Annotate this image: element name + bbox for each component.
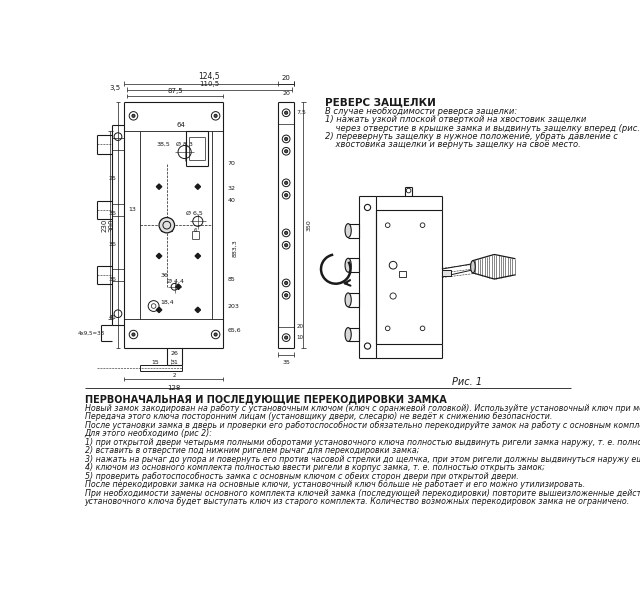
Text: установочного ключа будет выступать ключ из старого комплекта. Количество возмож: установочного ключа будет выступать ключ…: [84, 497, 630, 506]
Ellipse shape: [470, 261, 476, 273]
Text: 110,5: 110,5: [199, 81, 219, 87]
Circle shape: [285, 231, 288, 235]
Text: 4) ключом из основного комплекта полностью ввести ригели в корпус замка, т. е. п: 4) ключом из основного комплекта полност…: [84, 463, 545, 472]
Text: После установки замка в дверь и проверки его работоспособности обязательно перек: После установки замка в дверь и проверки…: [84, 421, 640, 430]
Circle shape: [285, 294, 288, 297]
Text: В случае необходимости реверса защелки:: В случае необходимости реверса защелки:: [325, 107, 517, 116]
Polygon shape: [195, 307, 200, 313]
Bar: [399, 271, 406, 277]
Text: 230: 230: [101, 219, 107, 232]
Bar: [442, 270, 451, 276]
Ellipse shape: [345, 328, 351, 341]
Text: 350: 350: [307, 219, 311, 231]
Text: 6: 6: [194, 228, 197, 233]
Text: Для этого необходимо (рис 2):: Для этого необходимо (рис 2):: [84, 429, 212, 438]
Text: Ø 8,3: Ø 8,3: [176, 142, 193, 147]
Circle shape: [132, 333, 135, 336]
Circle shape: [285, 244, 288, 247]
Text: 5) проверить работоспособность замка с основным ключом с обеих сторон двери при : 5) проверить работоспособность замка с о…: [84, 471, 518, 481]
Text: 15: 15: [151, 360, 159, 365]
Polygon shape: [156, 253, 162, 259]
Text: хвостовика защелки и вернуть защелку на своё место.: хвостовика защелки и вернуть защелку на …: [325, 140, 580, 148]
Text: через отверстие в крышке замка и выдвинуть защелку вперед (рис. 1): через отверстие в крышке замка и выдвину…: [325, 124, 640, 133]
Text: 32: 32: [227, 185, 236, 191]
Text: 1) нажать узкой плоской отверткой на хвостовик защелки: 1) нажать узкой плоской отверткой на хво…: [325, 116, 586, 124]
Polygon shape: [195, 184, 200, 189]
Text: Новый замок закодирован на работу с установочным ключом (ключ с оранжевой головк: Новый замок закодирован на работу с уста…: [84, 404, 640, 413]
Text: 36: 36: [161, 273, 168, 278]
Ellipse shape: [345, 293, 351, 307]
Polygon shape: [156, 307, 162, 313]
Text: 85: 85: [227, 276, 235, 282]
Text: 3) нажать на рычаг до упора и повернуть его против часовой стрелки до щелчка, пр: 3) нажать на рычаг до упора и повернуть …: [84, 454, 640, 464]
Text: Рис. 1: Рис. 1: [452, 377, 482, 387]
Ellipse shape: [345, 258, 351, 272]
Circle shape: [214, 333, 217, 336]
Text: 70: 70: [227, 161, 235, 166]
Text: ПЕРВОНАЧАЛЬНАЯ И ПОСЛЕДУЮЩИЕ ПЕРЕКОДИРОВКИ ЗАМКА: ПЕРВОНАЧАЛЬНАЯ И ПОСЛЕДУЮЩИЕ ПЕРЕКОДИРОВ…: [84, 395, 447, 405]
Text: 2) вставить в отверстие под нижним ригелем рычаг для перекодировки замка;: 2) вставить в отверстие под нижним ригел…: [84, 446, 419, 455]
Polygon shape: [176, 284, 181, 290]
Text: 25: 25: [109, 176, 116, 181]
Text: 300: 300: [109, 218, 115, 232]
Text: РЕВЕРС ЗАЩЕЛКИ: РЕВЕРС ЗАЩЕЛКИ: [325, 98, 436, 107]
Text: 2) перевернуть защелку в нужное положение, убрать давление с: 2) перевернуть защелку в нужное положени…: [325, 132, 618, 141]
Text: Ø 4,4: Ø 4,4: [167, 279, 184, 284]
Text: 20: 20: [296, 324, 303, 329]
Text: 38,5: 38,5: [156, 142, 170, 147]
Circle shape: [159, 218, 175, 233]
Text: 13: 13: [128, 207, 136, 212]
Text: 20: 20: [282, 91, 290, 96]
Text: Ø 6,5: Ø 6,5: [186, 211, 202, 216]
Text: 40: 40: [227, 198, 235, 203]
Text: 31: 31: [171, 360, 179, 365]
Text: 203: 203: [227, 304, 239, 308]
Text: При необходимости замены основного комплекта ключей замка (последующей перекодир: При необходимости замены основного компл…: [84, 488, 640, 498]
Circle shape: [132, 115, 135, 118]
Text: 7,5: 7,5: [296, 110, 306, 115]
Text: 87,5: 87,5: [167, 87, 183, 93]
Text: 1) при открытой двери четырьмя полными оборотами установочного ключа полностью в: 1) при открытой двери четырьмя полными о…: [84, 438, 640, 447]
Text: 36: 36: [109, 211, 116, 216]
Polygon shape: [195, 253, 200, 259]
Text: 128: 128: [167, 385, 180, 391]
Circle shape: [285, 193, 288, 197]
Circle shape: [285, 150, 288, 153]
Text: 4x9,5=38: 4x9,5=38: [77, 330, 105, 336]
Text: 10: 10: [296, 335, 303, 340]
Text: 883,3: 883,3: [233, 239, 237, 257]
Text: 2: 2: [173, 373, 176, 378]
Circle shape: [285, 281, 288, 284]
Circle shape: [214, 115, 217, 118]
Text: 3,5: 3,5: [109, 85, 120, 91]
Text: 26: 26: [171, 350, 179, 356]
Text: 36: 36: [109, 276, 116, 282]
Text: 35: 35: [282, 360, 290, 365]
Text: 65,6: 65,6: [227, 327, 241, 333]
Polygon shape: [156, 184, 162, 189]
Circle shape: [285, 138, 288, 141]
Text: 36: 36: [109, 242, 116, 247]
Circle shape: [285, 336, 288, 339]
Text: Передача этого ключа посторонним лицам (установщику двери, слесарю) не ведёт к с: Передача этого ключа посторонним лицам (…: [84, 412, 552, 421]
Text: 18,4: 18,4: [160, 300, 173, 305]
Ellipse shape: [345, 224, 351, 238]
Text: После перекодировки замка на основные ключи, установочный ключ больше не работае: После перекодировки замка на основные кл…: [84, 480, 585, 489]
Text: 20: 20: [282, 75, 291, 81]
Text: 41: 41: [109, 315, 116, 320]
Text: 124,5: 124,5: [198, 72, 220, 81]
Circle shape: [285, 181, 288, 184]
Circle shape: [285, 112, 288, 115]
Text: 64: 64: [176, 122, 185, 128]
